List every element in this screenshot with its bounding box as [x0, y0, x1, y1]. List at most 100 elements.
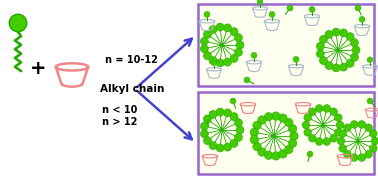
Circle shape — [307, 151, 313, 157]
Circle shape — [216, 59, 224, 67]
Circle shape — [336, 121, 344, 129]
Circle shape — [216, 144, 224, 152]
Circle shape — [279, 150, 287, 158]
Circle shape — [308, 108, 316, 116]
Circle shape — [272, 112, 280, 120]
Circle shape — [209, 25, 217, 33]
Circle shape — [209, 110, 217, 118]
Circle shape — [287, 5, 293, 11]
Circle shape — [203, 115, 211, 123]
FancyBboxPatch shape — [198, 92, 374, 174]
Circle shape — [339, 29, 347, 37]
Circle shape — [358, 121, 366, 128]
Circle shape — [200, 37, 208, 45]
Circle shape — [319, 35, 327, 43]
Text: n < 10
n > 12: n < 10 n > 12 — [102, 105, 137, 127]
Circle shape — [330, 108, 338, 116]
Circle shape — [203, 52, 211, 60]
Circle shape — [346, 59, 354, 67]
Circle shape — [285, 118, 293, 127]
Circle shape — [339, 145, 347, 152]
Circle shape — [253, 121, 261, 130]
Circle shape — [344, 150, 351, 158]
Circle shape — [223, 109, 232, 117]
Circle shape — [358, 154, 366, 161]
Circle shape — [355, 5, 361, 11]
Circle shape — [308, 135, 316, 142]
Circle shape — [257, 0, 263, 5]
Circle shape — [264, 112, 273, 121]
Circle shape — [203, 30, 211, 38]
Circle shape — [288, 139, 297, 147]
Circle shape — [325, 62, 333, 70]
Circle shape — [272, 152, 280, 160]
Circle shape — [230, 54, 238, 62]
Circle shape — [315, 138, 323, 145]
Circle shape — [359, 16, 365, 22]
Circle shape — [269, 11, 275, 17]
Circle shape — [216, 23, 224, 31]
Circle shape — [200, 45, 208, 53]
Circle shape — [323, 105, 331, 112]
Circle shape — [250, 135, 259, 144]
Circle shape — [325, 30, 333, 38]
Circle shape — [293, 56, 299, 62]
Text: +: + — [30, 59, 46, 77]
Circle shape — [339, 130, 347, 137]
Circle shape — [346, 33, 354, 41]
Circle shape — [209, 57, 217, 65]
Circle shape — [223, 143, 232, 151]
Circle shape — [316, 50, 324, 58]
Circle shape — [230, 28, 238, 36]
Circle shape — [200, 122, 208, 130]
Circle shape — [370, 145, 377, 152]
Circle shape — [234, 119, 242, 127]
Circle shape — [371, 137, 378, 145]
Text: Alkyl chain: Alkyl chain — [100, 84, 164, 94]
Circle shape — [350, 53, 358, 61]
Circle shape — [350, 121, 358, 128]
Circle shape — [234, 48, 242, 56]
Circle shape — [367, 57, 373, 63]
Circle shape — [200, 130, 208, 138]
Circle shape — [304, 129, 311, 136]
FancyBboxPatch shape — [198, 4, 374, 86]
Circle shape — [337, 137, 345, 145]
Circle shape — [315, 105, 323, 112]
Circle shape — [204, 115, 210, 121]
Circle shape — [230, 98, 236, 104]
Circle shape — [209, 142, 217, 150]
Circle shape — [304, 114, 311, 121]
Circle shape — [344, 124, 351, 132]
Circle shape — [365, 150, 372, 158]
Circle shape — [323, 138, 331, 145]
Circle shape — [236, 126, 244, 134]
Circle shape — [319, 57, 327, 65]
Circle shape — [251, 52, 257, 58]
Circle shape — [264, 151, 273, 159]
Circle shape — [350, 154, 358, 161]
Circle shape — [367, 98, 373, 104]
Circle shape — [216, 108, 224, 116]
Circle shape — [234, 133, 242, 141]
Circle shape — [339, 63, 347, 71]
Circle shape — [230, 139, 238, 147]
Circle shape — [335, 129, 342, 136]
Circle shape — [279, 114, 287, 122]
Circle shape — [258, 148, 266, 156]
Circle shape — [223, 24, 232, 32]
Circle shape — [316, 42, 324, 50]
Circle shape — [258, 116, 266, 124]
Circle shape — [309, 6, 315, 12]
Circle shape — [253, 142, 261, 151]
Circle shape — [203, 137, 211, 145]
Circle shape — [9, 14, 27, 32]
Circle shape — [330, 135, 338, 142]
Circle shape — [236, 41, 244, 49]
Circle shape — [302, 121, 310, 129]
Text: n = 10-12: n = 10-12 — [105, 55, 158, 65]
Circle shape — [352, 46, 360, 54]
Circle shape — [223, 58, 232, 66]
Circle shape — [211, 60, 217, 66]
Circle shape — [285, 145, 293, 154]
